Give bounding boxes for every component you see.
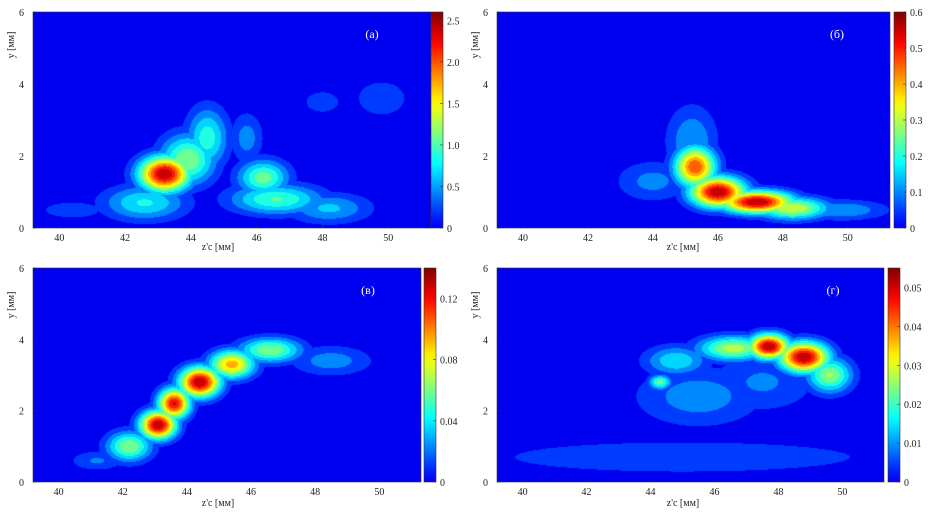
y-tick-label: 6 <box>19 264 24 275</box>
x-tick-label: 42 <box>583 233 593 244</box>
heatmap-image <box>497 12 890 228</box>
x-tick-label: 40 <box>518 233 528 244</box>
x-tick-label: 50 <box>837 487 847 498</box>
plot-frame <box>32 267 422 483</box>
x-tick-label: 48 <box>773 487 783 498</box>
colorbar-tick-label: 0 <box>447 224 452 235</box>
colorbar <box>430 11 444 229</box>
panel-label: (г) <box>827 283 840 297</box>
x-axis-label: z'c [мм] <box>667 242 700 253</box>
colorbar-tick-label: 0.5 <box>910 44 923 55</box>
colorbar-tick-label: 0.02 <box>904 400 922 411</box>
x-tick-label: 50 <box>383 233 393 244</box>
y-tick-label: 6 <box>19 8 24 19</box>
x-tick-label: 48 <box>778 233 788 244</box>
y-axis-label: y [мм] <box>6 292 17 319</box>
y-tick-label: 6 <box>483 264 488 275</box>
colorbar-tick-label: 0 <box>910 224 915 235</box>
plot-frame <box>496 11 891 229</box>
y-tick-label: 6 <box>483 8 488 19</box>
colorbar-tick-label: 0.1 <box>910 188 923 199</box>
colorbar-tick-label: 0 <box>440 478 445 489</box>
x-axis-label: z'c [мм] <box>667 498 700 509</box>
x-tick-label: 46 <box>709 487 719 498</box>
y-tick-label: 2 <box>19 152 24 163</box>
colorbar-tick-label: 0.08 <box>440 356 458 367</box>
panel-label: (в) <box>361 283 375 297</box>
plot-frame <box>496 267 885 483</box>
x-tick-label: 44 <box>648 233 658 244</box>
y-tick-label: 4 <box>19 80 24 91</box>
colorbar-tick-label: 1.5 <box>447 99 460 110</box>
y-tick-label: 4 <box>483 80 488 91</box>
x-tick-label: 44 <box>182 487 192 498</box>
y-axis-label: y [мм] <box>470 32 481 59</box>
y-tick-label: 4 <box>483 335 488 346</box>
y-tick-label: 0 <box>19 224 24 235</box>
x-tick-label: 46 <box>713 233 723 244</box>
x-axis-label: z'c [мм] <box>202 242 235 253</box>
colorbar-tick-label: 2.0 <box>447 58 460 69</box>
y-tick-label: 0 <box>483 478 488 489</box>
colorbar <box>423 267 437 483</box>
colorbar <box>887 267 901 483</box>
x-tick-label: 42 <box>582 487 592 498</box>
x-tick-label: 46 <box>252 233 262 244</box>
x-tick-label: 44 <box>186 233 196 244</box>
heatmap-image <box>33 268 421 482</box>
colorbar-tick-label: 0.3 <box>910 116 923 127</box>
x-tick-label: 40 <box>518 487 528 498</box>
colorbar-tick-label: 0.05 <box>904 283 922 294</box>
y-tick-label: 4 <box>19 335 24 346</box>
panel-label: (б) <box>830 27 844 41</box>
y-axis-label: y [мм] <box>6 32 17 59</box>
y-tick-label: 2 <box>19 407 24 418</box>
y-tick-label: 0 <box>483 224 488 235</box>
y-tick-label: 2 <box>483 407 488 418</box>
colorbar-tick-label: 2.5 <box>447 16 460 27</box>
x-tick-label: 44 <box>646 487 656 498</box>
x-tick-label: 48 <box>317 233 327 244</box>
colorbar-tick-label: 0.6 <box>910 8 923 19</box>
x-tick-label: 40 <box>54 487 64 498</box>
colorbar-tick-label: 0.2 <box>910 152 923 163</box>
panel-label: (а) <box>365 27 378 41</box>
heatmap-image <box>497 268 884 482</box>
colorbar-tick-label: 0.12 <box>440 295 458 306</box>
y-tick-label: 0 <box>19 478 24 489</box>
x-tick-label: 42 <box>118 487 128 498</box>
x-tick-label: 42 <box>120 233 130 244</box>
colorbar-tick-label: 0.03 <box>904 361 922 372</box>
heatmap-image <box>33 12 431 228</box>
x-tick-label: 40 <box>54 233 64 244</box>
x-tick-label: 46 <box>246 487 256 498</box>
colorbar-tick-label: 0.04 <box>440 417 458 428</box>
x-tick-label: 50 <box>843 233 853 244</box>
y-tick-label: 2 <box>483 152 488 163</box>
colorbar-tick-label: 0.04 <box>904 322 922 333</box>
x-tick-label: 48 <box>310 487 320 498</box>
colorbar-tick-label: 0.5 <box>447 182 460 193</box>
colorbar-tick-label: 0 <box>904 478 909 489</box>
colorbar-tick-label: 1.0 <box>447 141 460 152</box>
x-axis-label: z'c [мм] <box>202 498 235 509</box>
y-axis-label: y [мм] <box>470 292 481 319</box>
x-tick-label: 50 <box>374 487 384 498</box>
colorbar-tick-label: 0.01 <box>904 439 922 450</box>
colorbar-tick-label: 0.4 <box>910 80 923 91</box>
